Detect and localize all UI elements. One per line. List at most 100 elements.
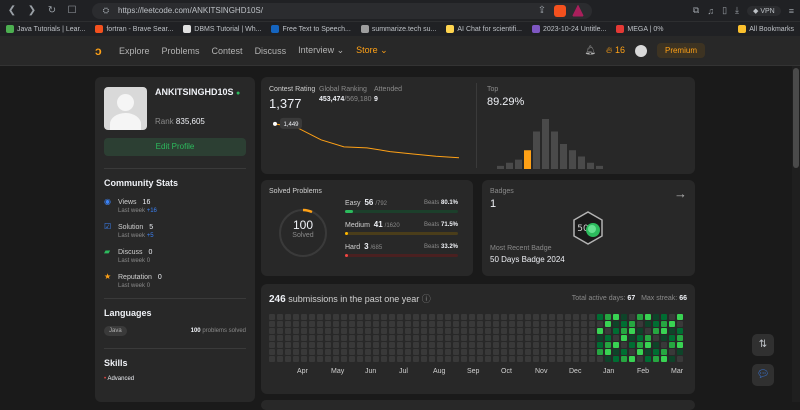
heatmap-cell[interactable] [317,356,323,362]
heatmap-cell[interactable] [581,356,587,362]
heatmap-cell[interactable] [541,314,547,320]
heatmap-cell[interactable] [645,335,651,341]
heatmap-cell[interactable] [557,314,563,320]
heatmap-cell[interactable] [621,335,627,341]
heatmap-cell[interactable] [373,328,379,334]
heatmap-cell[interactable] [485,328,491,334]
heatmap-cell[interactable] [381,335,387,341]
heatmap-cell[interactable] [477,349,483,355]
heatmap-cell[interactable] [293,349,299,355]
heatmap-cell[interactable] [541,349,547,355]
heatmap-cell[interactable] [677,349,683,355]
heatmap-cell[interactable] [589,328,595,334]
heatmap-cell[interactable] [589,349,595,355]
heatmap-cell[interactable] [461,335,467,341]
heatmap-cell[interactable] [301,335,307,341]
heatmap-cell[interactable] [453,328,459,334]
heatmap-cell[interactable] [437,321,443,327]
share-icon[interactable]: ⇪ [537,4,547,16]
notification-bell-icon[interactable]: 🔔︎ [584,45,596,55]
solved-ring[interactable] [276,206,330,260]
heatmap-cell[interactable] [349,349,355,355]
heatmap-cell[interactable] [301,321,307,327]
heatmap-cell[interactable] [549,349,555,355]
heatmap-cell[interactable] [405,321,411,327]
heatmap-cell[interactable] [373,321,379,327]
heatmap-cell[interactable] [629,349,635,355]
heatmap-cell[interactable] [413,349,419,355]
bookmark-item[interactable]: summarize.tech su... [360,25,436,33]
heatmap-cell[interactable] [309,314,315,320]
heatmap-cell[interactable] [301,349,307,355]
histogram-bar[interactable] [596,165,603,169]
heatmap-cell[interactable] [589,342,595,348]
heatmap-cell[interactable] [485,349,491,355]
heatmap-cell[interactable] [517,328,523,334]
heatmap-cell[interactable] [429,321,435,327]
heatmap-cell[interactable] [285,314,291,320]
heatmap-cell[interactable] [677,314,683,320]
bookmark-item[interactable]: MEGA | 0% [616,25,663,33]
heatmap-cell[interactable] [421,328,427,334]
heatmap-cell[interactable] [597,335,603,341]
heatmap-cell[interactable] [549,321,555,327]
heatmap-cell[interactable] [397,356,403,362]
heatmap-cell[interactable] [309,328,315,334]
heatmap-cell[interactable] [381,342,387,348]
heatmap-cell[interactable] [477,328,483,334]
heatmap-cell[interactable] [285,335,291,341]
heatmap-cell[interactable] [677,335,683,341]
heatmap-cell[interactable] [477,321,483,327]
heatmap-cell[interactable] [637,314,643,320]
heatmap-cell[interactable] [669,314,675,320]
heatmap-cell[interactable] [637,321,643,327]
heatmap-cell[interactable] [501,342,507,348]
heatmap-cell[interactable] [277,328,283,334]
back-icon[interactable]: ❮ [7,4,17,16]
heatmap-cell[interactable] [277,314,283,320]
heatmap-cell[interactable] [317,328,323,334]
heatmap-cell[interactable] [549,314,555,320]
heatmap-cell[interactable] [669,321,675,327]
heatmap-cell[interactable] [501,356,507,362]
heatmap-cell[interactable] [669,328,675,334]
heatmap-cell[interactable] [445,314,451,320]
heatmap-cell[interactable] [669,356,675,362]
heatmap-cell[interactable] [645,349,651,355]
heatmap-cell[interactable] [269,328,275,334]
heatmap-cell[interactable] [653,349,659,355]
bookmark-item[interactable]: DBMS Tutorial | Wh... [183,25,261,33]
heatmap-cell[interactable] [605,314,611,320]
heatmap-cell[interactable] [277,335,283,341]
heatmap-cell[interactable] [333,335,339,341]
heatmap-cell[interactable] [341,335,347,341]
heatmap-cell[interactable] [477,335,483,341]
heatmap-cell[interactable] [429,342,435,348]
heatmap-cell[interactable] [317,321,323,327]
heatmap-cell[interactable] [573,321,579,327]
heatmap-cell[interactable] [301,342,307,348]
heatmap-cell[interactable] [541,321,547,327]
heatmap-cell[interactable] [333,321,339,327]
heatmap-cell[interactable] [277,349,283,355]
heatmap-cell[interactable] [509,328,515,334]
brave-rewards-icon[interactable] [572,4,584,17]
heatmap-cell[interactable] [621,349,627,355]
heatmap-cell[interactable] [421,314,427,320]
heatmap-cell[interactable] [661,349,667,355]
heatmap-cell[interactable] [437,349,443,355]
heatmap-cell[interactable] [365,356,371,362]
heatmap-cell[interactable] [573,349,579,355]
heatmap-cell[interactable] [549,335,555,341]
heatmap-cell[interactable] [437,335,443,341]
heatmap-cell[interactable] [509,335,515,341]
streak-counter[interactable]: 🔥︎ 16 [605,45,625,55]
heatmap-cell[interactable] [613,321,619,327]
heatmap-cell[interactable] [637,328,643,334]
heatmap-cell[interactable] [621,356,627,362]
heatmap-cell[interactable] [541,342,547,348]
heatmap-cell[interactable] [285,356,291,362]
download-icon[interactable]: ⤓ [735,5,739,15]
heatmap-cell[interactable] [517,356,523,362]
heatmap-cell[interactable] [501,349,507,355]
